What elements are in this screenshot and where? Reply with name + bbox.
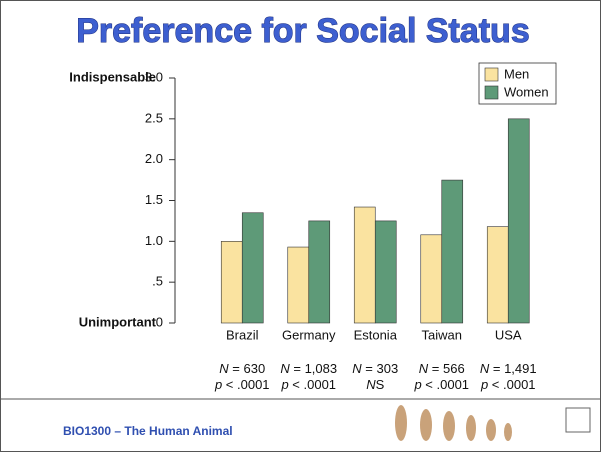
bar <box>486 226 509 324</box>
legend-swatch <box>484 85 499 100</box>
bar <box>220 241 243 324</box>
bar <box>287 246 310 324</box>
note-line: p < .0001 <box>214 377 270 392</box>
x-tick-label: Germany <box>282 327 336 342</box>
legend-label: Men <box>504 66 529 81</box>
note-line: p < .0001 <box>281 377 337 392</box>
bar <box>353 206 376 324</box>
note-line: N = 303 <box>352 361 399 376</box>
bar <box>308 220 331 324</box>
y-tick-label: 1.5 <box>145 192 163 207</box>
note-line: N = 630 <box>219 361 266 376</box>
y-tick-label: 3.0 <box>145 69 163 84</box>
x-tick-label: USA <box>495 327 522 342</box>
sample-note: N = 303 NS <box>340 361 410 393</box>
bar <box>241 212 264 324</box>
footer: BIO1300 – The Human Animal <box>63 424 233 438</box>
y-bottom-label: Unimportant <box>79 314 157 329</box>
sample-note: N = 566 p < .0001 <box>407 361 477 393</box>
x-tick-label: Brazil <box>226 327 259 342</box>
sample-note: N = 1,083 p < .0001 <box>274 361 344 393</box>
sample-note: N = 630 p < .0001 <box>207 361 277 393</box>
y-tick-label: 1.0 <box>145 233 163 248</box>
note-line: p < .0001 <box>480 377 536 392</box>
bar <box>420 234 443 324</box>
logo <box>565 407 591 433</box>
bar <box>507 118 530 324</box>
chart-title: Preference for Social Status <box>76 12 530 50</box>
bar <box>441 179 464 324</box>
note-line: N = 1,083 <box>280 361 338 376</box>
y-tick-label: .5 <box>152 274 163 289</box>
note-line: N = 1,491 <box>479 361 537 376</box>
y-tick-label: 0 <box>156 314 163 329</box>
bar <box>374 220 397 324</box>
x-tick-label: Estonia <box>354 327 398 342</box>
note-line: p < .0001 <box>414 377 470 392</box>
x-tick-label: Taiwan <box>422 327 462 342</box>
sample-note: N = 1,491 p < .0001 <box>473 361 543 393</box>
y-tick-label: 2.5 <box>145 110 163 125</box>
note-line: NS <box>366 377 385 392</box>
legend-swatch <box>484 67 499 82</box>
legend-label: Women <box>504 84 549 99</box>
y-tick-label: 2.0 <box>145 151 163 166</box>
y-top-label: Indispensable <box>69 69 156 84</box>
note-line: N = 566 <box>418 361 465 376</box>
decoration <box>395 405 512 441</box>
